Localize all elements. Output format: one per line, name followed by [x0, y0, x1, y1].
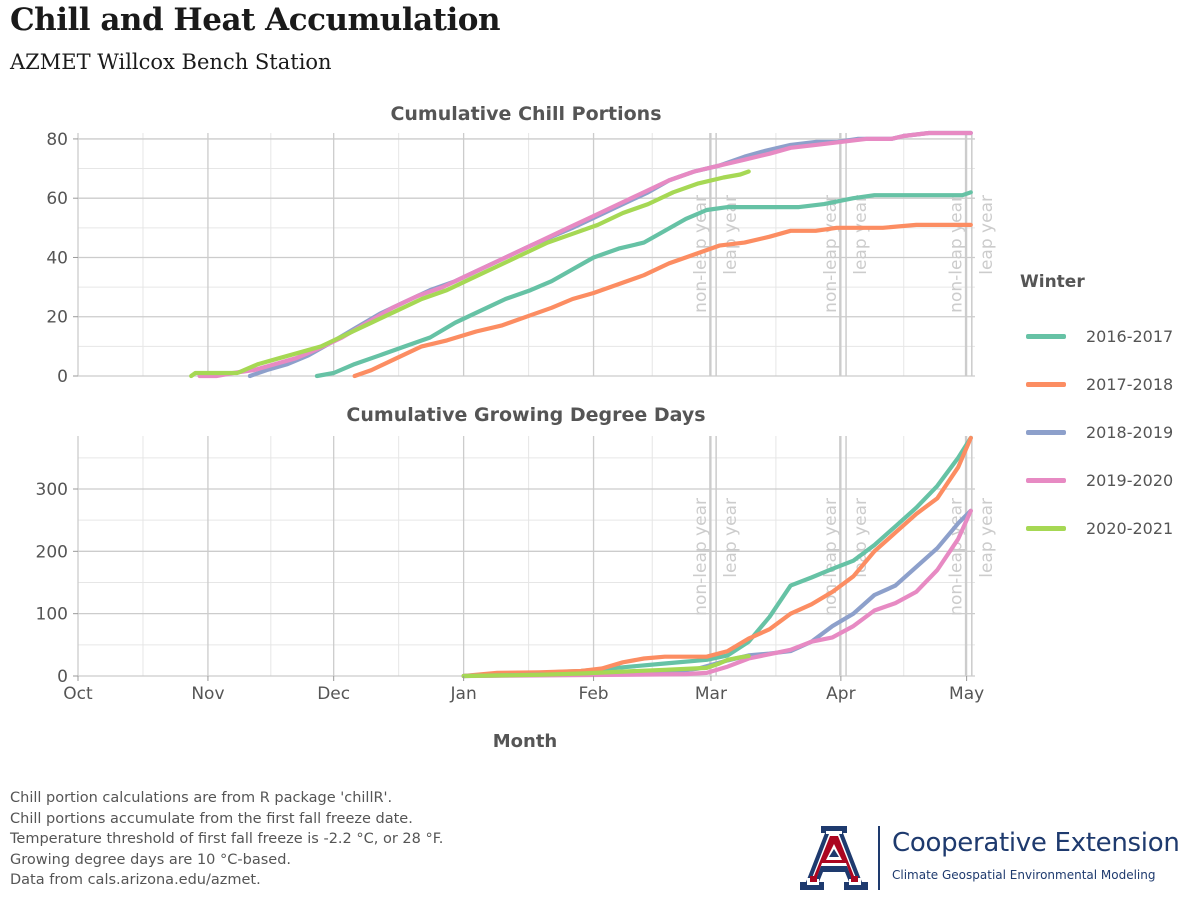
- page-title: Chill and Heat Accumulation: [10, 2, 501, 38]
- page-subtitle: AZMET Willcox Bench Station: [10, 50, 332, 74]
- gdd-series-line: [461, 435, 973, 679]
- legend-label: 2019-2020: [1086, 470, 1174, 490]
- gdd-ref-label: non-leap year: [691, 498, 711, 616]
- chill-y-tick-label: 20: [46, 308, 68, 328]
- legend-title: Winter: [1020, 272, 1085, 292]
- chill-panel-title: Cumulative Chill Portions: [390, 103, 662, 125]
- x-tick-label: Dec: [317, 684, 350, 704]
- chill-ref-label: non-leap year: [821, 195, 841, 313]
- legend-item[interactable]: 2017-2018: [1020, 360, 1173, 408]
- x-tick-label: Mar: [695, 684, 727, 704]
- legend-swatch: [1026, 477, 1066, 483]
- gdd-ref-label: leap year: [977, 498, 997, 578]
- cooperative-extension-logo: Cooperative Extension Climate Geospatial…: [790, 822, 1195, 894]
- legend-item[interactable]: 2019-2020: [1020, 456, 1173, 504]
- university-a-icon: [800, 826, 868, 890]
- chill-series-line: [197, 130, 973, 379]
- legend-swatch: [1026, 381, 1066, 387]
- legend-label: 2016-2017: [1086, 326, 1174, 346]
- chill-ref-label: leap year: [721, 195, 741, 275]
- gdd-y-tick-label: 300: [36, 480, 68, 500]
- chill-y-tick-label: 40: [46, 248, 68, 268]
- chart-area: 0 20 40 60 80 non-leap year leap year non-leap …: [36, 130, 997, 704]
- chill-y-tick-label: 60: [46, 189, 68, 209]
- gdd-series-line: [461, 435, 973, 679]
- chill-series-line: [189, 169, 751, 379]
- x-axis: Oct Nov Dec Jan Feb Mar Apr May: [63, 676, 984, 704]
- chill-ref-label: leap year: [977, 195, 997, 275]
- chill-y-tick-label: 80: [46, 130, 68, 150]
- gdd-y-tick-label: 0: [57, 667, 68, 687]
- gdd-series-line: [461, 654, 751, 679]
- x-tick-label: Apr: [826, 684, 855, 704]
- x-tick-label: Oct: [63, 684, 93, 704]
- x-tick-label: May: [949, 684, 984, 704]
- logo-title: Cooperative Extension: [892, 828, 1180, 858]
- legend-label: 2017-2018: [1086, 374, 1174, 394]
- chill-y-tick-label: 0: [57, 367, 68, 387]
- logo-divider: [878, 826, 880, 890]
- gdd-ref-label: non-leap year: [821, 498, 841, 616]
- x-tick-label: Feb: [579, 684, 609, 704]
- gdd-y-tick-label: 200: [36, 542, 68, 562]
- footnote-line: Data from cals.arizona.edu/azmet.: [10, 872, 261, 888]
- logo-subtitle: Climate Geospatial Environmental Modelin…: [892, 868, 1156, 882]
- x-axis-title: Month: [492, 731, 558, 752]
- chill-series-line: [314, 190, 973, 379]
- legend-item[interactable]: 2018-2019: [1020, 408, 1173, 456]
- gdd-plot: 0 100 200 300 non-leap year leap year non-leap…: [36, 435, 997, 687]
- legend-swatch: [1026, 333, 1066, 339]
- gdd-ref-label: leap year: [721, 498, 741, 578]
- legend-item[interactable]: 2016-2017: [1020, 312, 1173, 360]
- footnote-line: Chill portions accumulate from the first…: [10, 810, 413, 827]
- x-tick-label: Nov: [191, 684, 224, 704]
- chill-series-line: [352, 222, 973, 379]
- legend-swatch: [1026, 429, 1066, 435]
- legend-label: 2018-2019: [1086, 422, 1174, 442]
- legend: Winter 2016-2017 2017-2018 2018-2019 201…: [1020, 272, 1173, 552]
- footnote-line: Chill portion calculations are from R pa…: [10, 790, 393, 806]
- footnote-line: Temperature threshold of first fall free…: [10, 831, 444, 847]
- footnotes: Chill portion calculations are from R pa…: [10, 788, 443, 891]
- gdd-panel-title: Cumulative Growing Degree Days: [346, 404, 706, 426]
- gdd-series-line: [461, 508, 973, 679]
- footnote-line: Growing degree days are 10 °C-based.: [10, 851, 292, 868]
- x-tick-label: Jan: [450, 684, 477, 704]
- chill-ref-label: non-leap year: [947, 195, 967, 313]
- chill-ref-label: leap year: [851, 195, 871, 275]
- legend-label: 2020-2021: [1086, 518, 1174, 538]
- legend-item[interactable]: 2020-2021: [1020, 504, 1173, 552]
- legend-swatch: [1026, 525, 1066, 531]
- chill-plot: 0 20 40 60 80 non-leap year leap year non-leap …: [46, 130, 996, 387]
- gdd-y-tick-label: 100: [36, 605, 68, 625]
